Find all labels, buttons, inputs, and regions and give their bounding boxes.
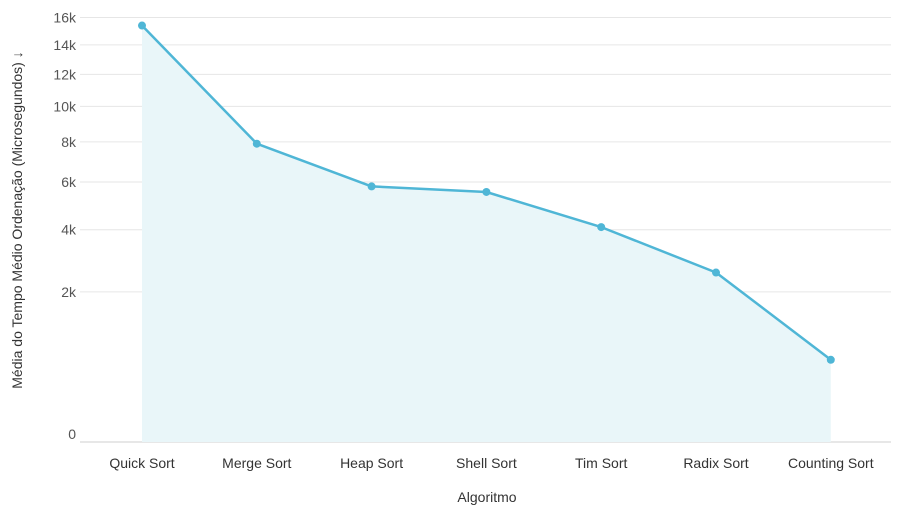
data-point[interactable]: [252, 139, 261, 148]
y-tick-label: 8k: [61, 134, 77, 150]
x-tick-label: Merge Sort: [222, 455, 291, 471]
y-tick-label: 16k: [53, 9, 77, 25]
y-axis-title: Média do Tempo Médio Ordenação (Microseg…: [9, 51, 25, 388]
y-tick-label: 0: [68, 426, 76, 442]
data-point[interactable]: [367, 182, 376, 191]
x-tick-label: Tim Sort: [575, 455, 627, 471]
y-tick-label: 6k: [61, 174, 77, 190]
data-point[interactable]: [482, 187, 491, 196]
data-point[interactable]: [138, 21, 146, 30]
x-axis-title: Algoritmo: [457, 489, 516, 505]
area-fill: [142, 25, 831, 442]
y-tick-label: 14k: [53, 37, 77, 53]
y-tick-label: 12k: [53, 66, 77, 82]
y-tick-label: 2k: [61, 284, 77, 300]
data-point[interactable]: [826, 355, 835, 364]
y-axis-ticks: 0 2k 4k 6k 8k 10k 12k 14k 16k: [53, 9, 77, 442]
x-tick-label: Counting Sort: [788, 455, 874, 471]
x-tick-label: Shell Sort: [456, 455, 517, 471]
data-point[interactable]: [597, 223, 606, 232]
y-tick-label: 10k: [53, 98, 77, 114]
x-tick-label: Radix Sort: [683, 455, 748, 471]
x-tick-label: Quick Sort: [109, 455, 174, 471]
x-tick-label: Heap Sort: [340, 455, 403, 471]
data-point[interactable]: [712, 268, 720, 277]
y-tick-label: 4k: [61, 222, 77, 238]
x-axis-ticks: Quick Sort Merge Sort Heap Sort Shell Sort T…: [109, 455, 873, 471]
data-points[interactable]: [138, 21, 835, 364]
